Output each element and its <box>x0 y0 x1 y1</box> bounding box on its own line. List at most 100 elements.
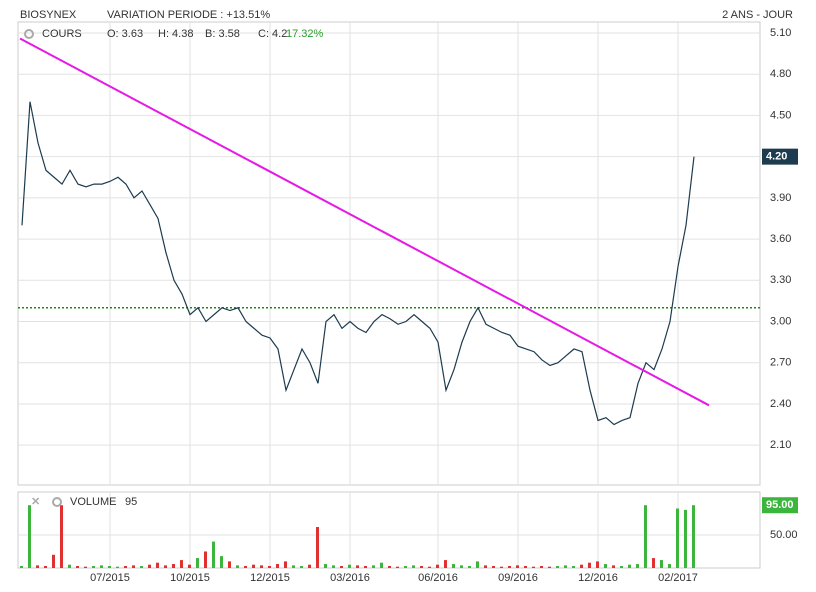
volume-bar <box>668 564 671 568</box>
volume-bar <box>636 564 639 568</box>
stock-name: BIOSYNEX <box>20 9 77 21</box>
volume-bar <box>276 564 279 568</box>
low-label: B: 3.58 <box>205 28 240 40</box>
volume-bar <box>180 560 183 568</box>
volume-bar <box>572 566 575 568</box>
volume-bar <box>28 505 31 568</box>
volume-bar <box>516 565 519 568</box>
volume-bar <box>188 564 191 568</box>
settings-icon[interactable] <box>24 29 34 39</box>
series-name: COURS <box>42 28 82 40</box>
y-tick-label: 3.30 <box>770 274 791 286</box>
volume-bar <box>140 566 143 568</box>
volume-bar <box>324 564 327 568</box>
trend-line <box>19 37 710 407</box>
last-value-label: 95.00 <box>766 499 794 511</box>
volume-bar <box>244 566 247 568</box>
volume-bar <box>492 566 495 568</box>
x-tick-label: 12/2016 <box>578 572 618 584</box>
volume-bar <box>540 566 543 568</box>
y-tick-label: 2.40 <box>770 398 791 410</box>
volume-bar <box>364 566 367 568</box>
volume-bar <box>268 566 271 568</box>
volume-bar <box>476 561 479 568</box>
volume-bar <box>556 566 559 568</box>
volume-bar <box>76 566 79 568</box>
x-tick-label: 12/2015 <box>250 572 290 584</box>
volume-bar <box>604 564 607 568</box>
x-tick-label: 10/2015 <box>170 572 210 584</box>
x-tick-label: 02/2017 <box>658 572 698 584</box>
volume-bar <box>260 565 263 568</box>
volume-bar <box>292 565 295 568</box>
volume-bar <box>532 566 535 568</box>
last-value-box <box>762 148 798 165</box>
change-label: 17.32% <box>286 28 324 40</box>
volume-bar <box>316 527 319 568</box>
y-tick-label: 2.70 <box>770 357 791 369</box>
volume-bar <box>156 562 159 568</box>
volume-bar <box>404 566 407 568</box>
volume-bar <box>676 508 679 568</box>
volume-bar <box>412 565 415 568</box>
y-tick-label: 4.80 <box>770 68 791 80</box>
volume-bar <box>684 509 687 568</box>
volume-bar <box>132 565 135 568</box>
volume-bar <box>252 564 255 568</box>
period-variation: VARIATION PERIODE : +13.51% <box>107 9 270 21</box>
volume-bar <box>108 566 111 568</box>
y-tick-label: 50.00 <box>770 529 798 541</box>
volume-bar <box>44 566 47 568</box>
volume-bar <box>484 565 487 568</box>
volume-bar <box>628 564 631 568</box>
y-tick-label: 3.90 <box>770 192 791 204</box>
volume-bar <box>436 564 439 568</box>
volume-bar <box>652 558 655 568</box>
volume-bar <box>468 566 471 568</box>
y-tick-label: 2.10 <box>770 439 791 451</box>
volume-name: VOLUME <box>70 496 116 508</box>
close-icon[interactable]: ✕ <box>31 496 40 508</box>
volume-bar <box>588 562 591 568</box>
price-line <box>21 101 695 426</box>
last-value-label: 4.20 <box>766 151 787 163</box>
volume-bar <box>228 561 231 568</box>
volume-bar <box>548 566 551 568</box>
volume-bar <box>644 505 647 568</box>
volume-bar <box>420 566 423 568</box>
volume-bar <box>660 560 663 568</box>
volume-bar <box>116 566 119 568</box>
volume-bar <box>92 566 95 568</box>
volume-bar <box>20 566 23 568</box>
volume-bar <box>100 565 103 568</box>
volume-bar <box>284 561 287 568</box>
volume-bar <box>692 505 695 568</box>
close-label: C: 4.2 <box>258 28 287 40</box>
x-tick-label: 09/2016 <box>498 572 538 584</box>
volume-bar <box>236 565 239 568</box>
settings-icon[interactable] <box>52 497 62 507</box>
volume-bar <box>500 566 503 568</box>
volume-bar <box>396 566 399 568</box>
volume-bar <box>372 565 375 568</box>
volume-bar <box>196 558 199 568</box>
volume-bar <box>172 564 175 568</box>
volume-bar <box>508 566 511 568</box>
volume-bar <box>340 566 343 568</box>
open-label: O: 3.63 <box>107 28 143 40</box>
y-tick-label: 3.60 <box>770 233 791 245</box>
volume-bar <box>60 505 63 568</box>
period[interactable]: 2 ANS - JOUR <box>722 9 793 21</box>
volume-bar <box>204 551 207 568</box>
x-tick-label: 07/2015 <box>90 572 130 584</box>
volume-bar <box>84 566 87 568</box>
y-tick-label: 5.10 <box>770 27 791 39</box>
volume-bar <box>36 565 39 568</box>
volume-bar <box>212 541 215 568</box>
volume-bar <box>332 565 335 568</box>
volume-bar <box>52 554 55 568</box>
volume-bar <box>524 566 527 568</box>
volume-bar <box>428 566 431 568</box>
volume-bar <box>388 566 391 568</box>
volume-bar <box>596 561 599 568</box>
